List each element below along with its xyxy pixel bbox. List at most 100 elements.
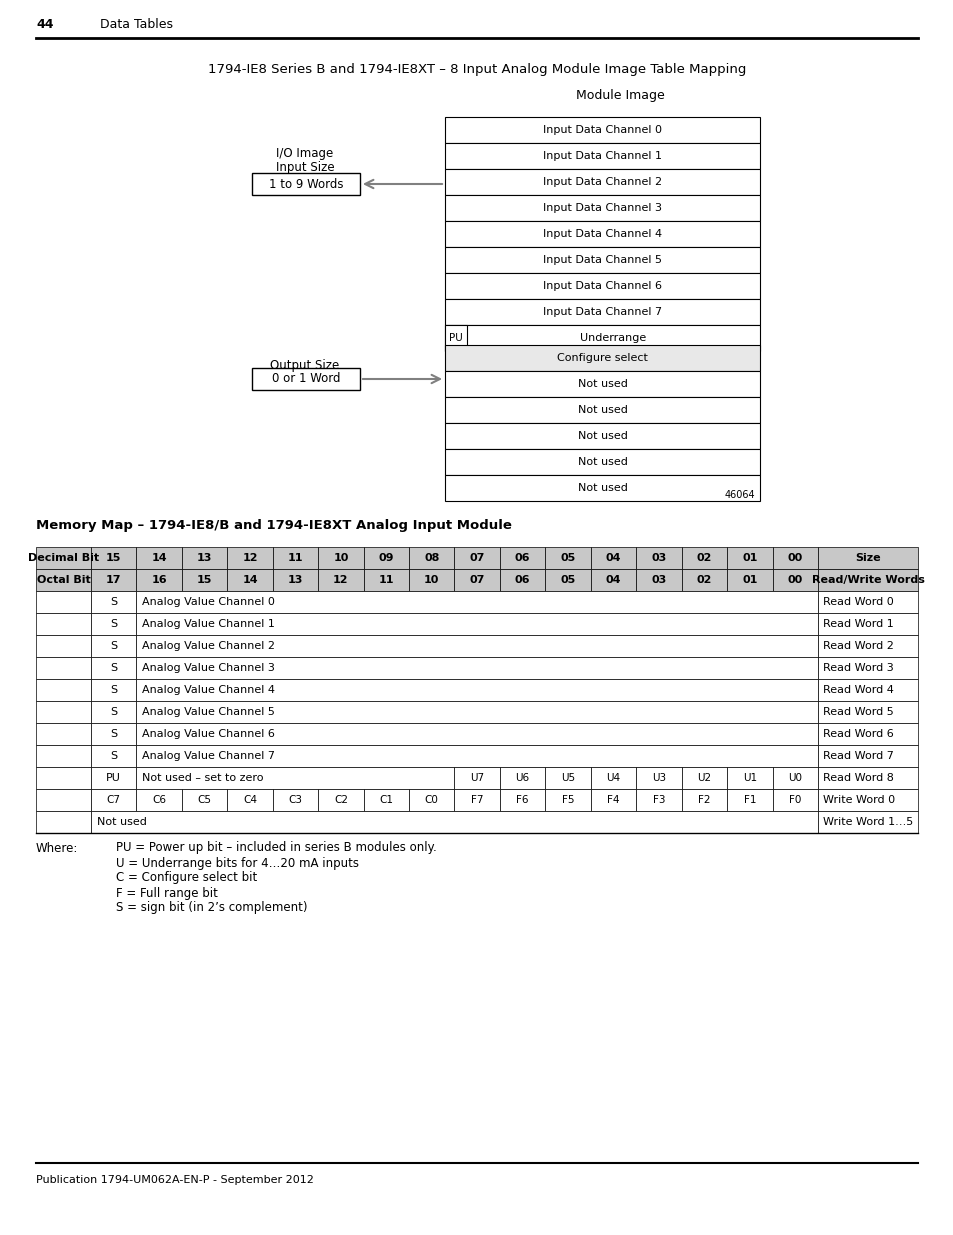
Bar [817,547,917,569]
Bar [318,789,363,811]
Text: S: S [110,663,117,673]
Bar [817,767,917,789]
Text: C = Configure select bit: C = Configure select bit [116,872,257,884]
Bar [636,569,681,592]
Bar [91,722,136,745]
Bar [36,657,91,679]
Text: 00: 00 [787,553,802,563]
Text: Publication 1794-UM062A-EN-P - September 2012: Publication 1794-UM062A-EN-P - September… [36,1174,314,1186]
Bar [363,789,409,811]
Bar [772,569,817,592]
Bar [36,592,91,613]
Text: U3: U3 [651,773,665,783]
Text: C2: C2 [334,795,348,805]
Bar [409,569,454,592]
Bar [590,569,636,592]
Text: 16: 16 [152,576,167,585]
Text: Analog Value Channel 3: Analog Value Channel 3 [142,663,275,673]
Bar [136,767,454,789]
Text: Write Word 1…5: Write Word 1…5 [822,818,912,827]
Text: Output Size: Output Size [270,358,339,372]
Bar [91,592,136,613]
Bar [545,547,590,569]
Bar [136,789,182,811]
Text: S: S [110,751,117,761]
Bar [91,745,136,767]
Bar [444,117,760,143]
Bar [136,569,182,592]
Bar [36,701,91,722]
Bar [454,547,499,569]
Bar [817,722,917,745]
Text: Analog Value Channel 4: Analog Value Channel 4 [142,685,275,695]
Text: C5: C5 [197,795,212,805]
Text: 10: 10 [424,576,439,585]
Text: Read Word 2: Read Word 2 [822,641,893,651]
Text: Input Data Channel 2: Input Data Channel 2 [542,177,661,186]
Bar [36,635,91,657]
Bar [136,547,182,569]
Bar [590,767,636,789]
Text: 14: 14 [152,553,167,563]
Bar [182,789,227,811]
Bar [363,569,409,592]
Text: F6: F6 [516,795,528,805]
Bar [817,789,917,811]
Bar [91,569,136,592]
Bar [227,569,273,592]
Text: 10: 10 [333,553,348,563]
Text: Size: Size [854,553,880,563]
Text: F1: F1 [742,795,756,805]
Bar [36,789,91,811]
Bar [227,547,273,569]
Bar [454,789,499,811]
Bar [499,789,545,811]
Bar [409,547,454,569]
Bar [545,569,590,592]
Bar [444,345,760,370]
Text: Not used – set to zero: Not used – set to zero [142,773,264,783]
Bar [590,547,636,569]
Text: Read Word 7: Read Word 7 [822,751,893,761]
Text: Input Data Channel 6: Input Data Channel 6 [542,282,661,291]
Bar [91,701,136,722]
Bar [444,370,760,396]
Text: PU: PU [106,773,121,783]
Text: 1 to 9 Words: 1 to 9 Words [269,178,343,190]
Text: S: S [110,641,117,651]
Text: 12: 12 [333,576,348,585]
Text: 12: 12 [242,553,257,563]
Text: 04: 04 [605,576,620,585]
Text: C6: C6 [152,795,166,805]
Text: Decimal Bit: Decimal Bit [28,553,99,563]
Text: U4: U4 [606,773,620,783]
Text: Not used: Not used [577,405,627,415]
Text: Underrange: Underrange [579,333,646,343]
Text: C3: C3 [288,795,302,805]
Bar [136,635,817,657]
Bar [136,657,817,679]
Bar [36,722,91,745]
Text: Read Word 4: Read Word 4 [822,685,893,695]
Text: Input Data Channel 5: Input Data Channel 5 [542,254,661,266]
Text: 15: 15 [106,553,121,563]
Bar [817,701,917,722]
Bar [182,569,227,592]
Text: Input Data Channel 1: Input Data Channel 1 [542,151,661,161]
Bar [91,635,136,657]
Bar [817,745,917,767]
Bar [454,767,499,789]
Text: U0: U0 [787,773,801,783]
Text: 05: 05 [559,553,575,563]
Text: PU = Power up bit – included in series B modules only.: PU = Power up bit – included in series B… [116,841,436,855]
Bar [817,679,917,701]
Text: Module Image: Module Image [575,89,663,101]
Text: Not used: Not used [577,379,627,389]
Text: 11: 11 [378,576,394,585]
Text: 06: 06 [515,576,530,585]
Text: Input Data Channel 0: Input Data Channel 0 [542,125,661,135]
Bar [636,789,681,811]
Bar [499,547,545,569]
Bar [136,592,817,613]
Bar [726,547,772,569]
